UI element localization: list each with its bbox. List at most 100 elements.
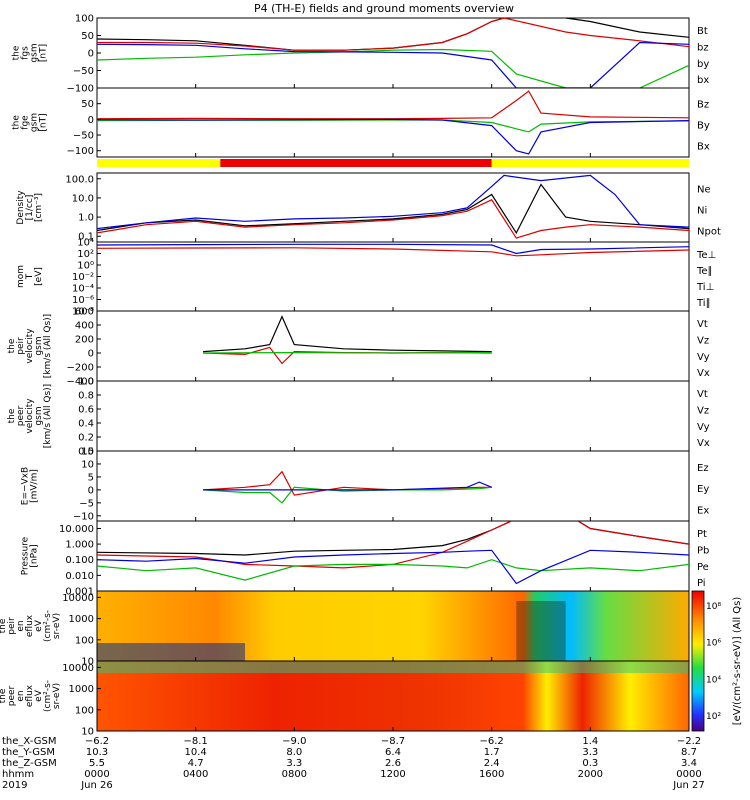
legend-Vz: Vz [697, 405, 709, 416]
x-axis-tick-label: 3.3 [286, 758, 302, 769]
y-axis-label-line: fgs [21, 46, 31, 60]
legend-Pe: Pe [697, 562, 709, 573]
y-tick-label: 10⁰ [77, 261, 94, 272]
x-axis-tick-label: 1.7 [484, 747, 500, 758]
x-axis-tick-label: 0000 [84, 769, 109, 780]
series-Pi [97, 549, 689, 585]
y-axis-label-line: sr-eV) [52, 613, 62, 639]
y-tick-label: −200 [67, 363, 94, 374]
mode-bar-segment [220, 159, 492, 167]
x-axis-tick-label: 2.4 [484, 758, 500, 769]
x-axis-tick-label: 4.7 [188, 758, 204, 769]
y-tick-label: 10 [81, 657, 94, 668]
panel-frame [96, 380, 690, 452]
y-tick-label: 50 [81, 99, 94, 110]
panel-peer_spec: 10000 1000 100 10 thepeerenefluxeV(cm²-s-sr-… [0, 660, 690, 738]
colorbar-tick-label: 10⁴ [706, 675, 721, 685]
legend-Vz: Vz [697, 335, 709, 346]
y-axis-label-line: [nT] [39, 113, 49, 131]
heatmap-lowenergy-band [97, 643, 245, 661]
legend-bz: bz [697, 42, 709, 53]
y-axis-label-line: [km/s (All Qs)] [43, 314, 53, 378]
y-tick-label: 1.0 [78, 377, 94, 388]
legend-bx: bx [697, 75, 709, 86]
y-axis-label-line: gsm [30, 43, 40, 62]
y-tick-label: 5 [88, 472, 94, 483]
y-axis-label-line: [mV/m] [30, 469, 40, 503]
y-tick-label: 100 [75, 705, 94, 716]
series-Ey [203, 486, 492, 504]
y-tick-label: 0.0 [78, 447, 94, 458]
y-axis-label-line: gsm [34, 406, 44, 425]
y-axis-label-line: fge [21, 115, 31, 130]
heatmap-highenergy-band [97, 661, 689, 673]
y-tick-label: 100 [75, 635, 94, 646]
y-tick-label: 0 [88, 115, 94, 126]
x-axis-tick-label: 0800 [282, 769, 307, 780]
y-axis-label: thefgsgsm[nT] [12, 43, 49, 62]
y-axis-label-line: sr-eV) [52, 683, 62, 709]
y-axis-label-line: [nPa] [30, 544, 40, 567]
legend-Bx: Bx [697, 142, 710, 153]
y-tick-label: −100 [67, 84, 94, 95]
series-Ni [97, 183, 689, 235]
y-tick-label: 10 [81, 459, 94, 470]
x-axis-tick-label: 0400 [183, 769, 208, 780]
series-Ex [203, 481, 492, 491]
y-tick-label: 10⁴ [77, 238, 94, 249]
y-tick-label: −100 [67, 146, 94, 157]
y-tick-label: 100 [75, 14, 94, 25]
y-axis-label-line: the [0, 618, 8, 633]
y-axis-label: thepeerenefluxeV(cm²-s-sr-eV) [0, 680, 62, 712]
legend-Ni: Ni [697, 206, 707, 217]
y-tick-label: 1000 [69, 614, 94, 625]
y-tick-label: 10.000 [59, 524, 94, 535]
y-tick-label: 0.6 [78, 405, 94, 416]
x-axis-row-label: hhmm [2, 769, 34, 780]
y-axis-label-line: the [12, 45, 22, 60]
x-axis-tick-label: 0.3 [582, 758, 598, 769]
x-axis-tick-label: 8.0 [286, 747, 302, 758]
legend-Ti⊥: Ti⊥ [696, 282, 714, 293]
y-tick-label: 10⁻² [72, 272, 94, 283]
y-axis-label-line: eflux [25, 614, 35, 637]
y-tick-label: 0.8 [78, 391, 94, 402]
series-Pb [97, 521, 689, 569]
colorbar-label: [eV/(cm²-s-sr-eV)] (All Qs) [732, 597, 743, 726]
legend-Vx: Vx [697, 438, 710, 449]
legend-Ex: Ex [697, 505, 709, 516]
x-axis-row-label: the_X-GSM [2, 736, 56, 747]
y-axis-label-line: [km/s (All Qs)] [43, 384, 53, 448]
y-axis-label-line: the [7, 338, 17, 353]
y-axis-label-line: (cm²-s- [43, 680, 53, 712]
legend-Ti∥: Ti∥ [696, 298, 711, 309]
series-Bz [97, 90, 689, 120]
series-Vt [203, 315, 492, 353]
y-tick-label: 0.001 [65, 587, 94, 598]
mode-bar-segment [491, 159, 689, 167]
panel-peir_spec: 10000 1000 100 10 thepeirenefluxeV(cm²-s-sr-… [0, 590, 690, 668]
y-axis-label-line: [nT] [39, 44, 49, 62]
x-axis-tick-label: 8.7 [681, 747, 697, 758]
x-axis-tick-label: −6.2 [480, 736, 504, 747]
y-tick-label: 15 [81, 447, 94, 458]
y-axis-label-line: en [16, 690, 26, 701]
y-tick-label: 50 [81, 31, 94, 42]
y-axis-label-line: [1/cc] [25, 195, 35, 221]
y-axis-label-line: peir [16, 337, 26, 355]
chart-title: P4 (TH-E) fields and ground moments over… [254, 2, 514, 15]
y-tick-label: 200 [75, 335, 94, 346]
x-axis-tick-label: −6.2 [85, 736, 109, 747]
mode-bar-segment [97, 159, 221, 167]
series-bz [97, 18, 689, 51]
series-Vz [203, 346, 492, 365]
x-axis-tick-label: −2.2 [677, 736, 701, 747]
colorbar-tick-label: 10² [706, 712, 721, 722]
y-axis-label-line: [cm⁻³] [34, 193, 44, 222]
y-tick-label: 10000 [62, 663, 94, 674]
y-axis-label: thepeirvelocitygsm[km/s (All Qs)] [7, 314, 53, 378]
panel-frame [96, 310, 690, 382]
legend-Ey: Ey [697, 484, 709, 495]
